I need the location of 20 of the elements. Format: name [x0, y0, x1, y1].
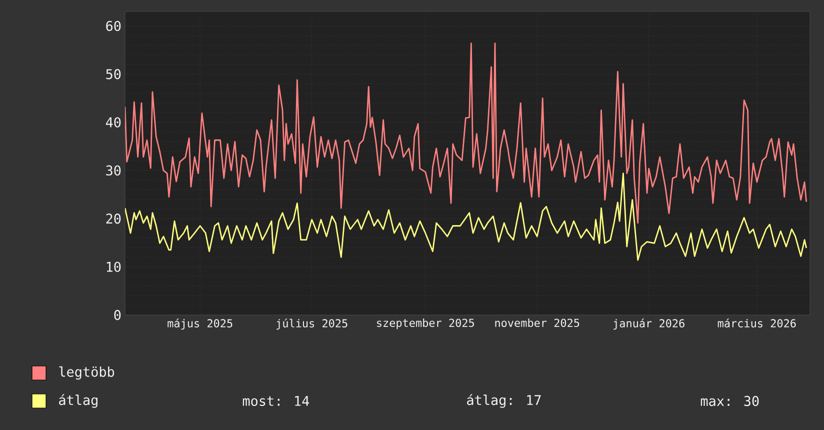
x-tick-label: július 2025: [276, 318, 348, 330]
x-tick-label: november 2025: [495, 318, 580, 327]
y-tick-label: 60: [106, 20, 121, 32]
y-tick-label: 30: [106, 165, 121, 176]
legend-label: legtöbb: [59, 366, 114, 380]
text: max: 30: [700, 396, 759, 406]
x-tick-label: szeptember 2025: [377, 318, 474, 330]
y-tick-label: 50: [106, 69, 121, 80]
x-tick-label: március 2026: [718, 318, 796, 328]
x-tick-label: január 2026: [614, 318, 684, 330]
text: most: 14: [242, 396, 310, 406]
y-tick-label: 40: [106, 117, 121, 128]
y-tick-label: 10: [106, 262, 121, 272]
y-tick-label: 0: [114, 310, 121, 320]
x-tick-label: május 2025: [168, 318, 232, 330]
text: átlag: 17: [467, 394, 541, 408]
line-series: [125, 172, 808, 261]
y-tick-label: 20: [106, 214, 121, 224]
legend-label: átlag: [59, 394, 98, 408]
line-series: [125, 42, 808, 224]
